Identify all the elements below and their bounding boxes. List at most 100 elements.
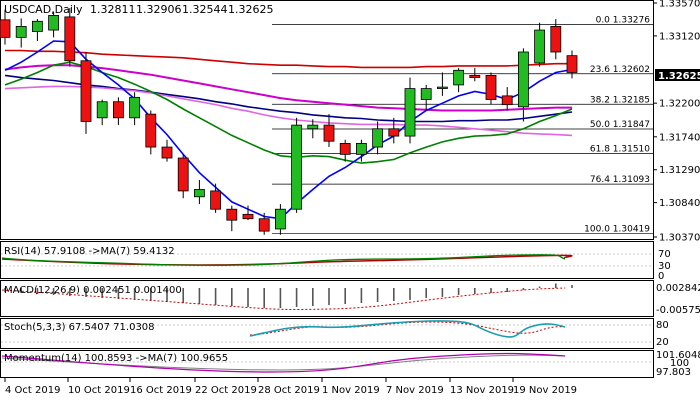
candle xyxy=(258,212,270,235)
moving-average-line xyxy=(4,74,573,123)
candle-body xyxy=(388,128,400,137)
x-tick-label: 4 Oct 2019 xyxy=(5,385,60,396)
momentum-tick-100: 100 xyxy=(670,358,689,369)
x-axis: 4 Oct 2019 10 Oct 2019 16 Oct 2019 22 Oct 2… xyxy=(4,378,577,396)
candle xyxy=(518,48,529,122)
candle-body xyxy=(193,189,205,198)
candle-body xyxy=(453,69,465,86)
candle xyxy=(388,117,400,144)
fib-level-label: 50.0 1.31847 xyxy=(590,120,650,130)
candle xyxy=(64,8,76,67)
current-price-label: 1.32625 xyxy=(655,69,700,82)
y-tick-label: 1.32200 xyxy=(659,99,700,110)
rsi-tick-70: 70 xyxy=(658,249,671,260)
candle xyxy=(291,117,303,213)
x-tick-label: 16 Oct 2019 xyxy=(130,385,192,396)
candle-body xyxy=(404,88,416,137)
y-tick-label: 1.33120 xyxy=(659,31,700,42)
y-tick-label: 1.30370 xyxy=(659,233,700,244)
candle-body xyxy=(48,15,59,31)
main-y-axis: 1.33570 1.33120 1.32200 1.31740 1.31290 1.308… xyxy=(653,0,700,244)
fib-level-label: 23.6 1.32602 xyxy=(590,65,650,75)
candle xyxy=(48,11,59,38)
momentum-panel: Momentum(14) 100.8593 ->MA(7) 100.9655 1… xyxy=(0,350,700,378)
candle xyxy=(469,68,481,82)
stoch-title: Stoch(5,3,3) 67.5407 71.0308 xyxy=(4,322,155,333)
x-tick-label: 22 Oct 2019 xyxy=(195,385,257,396)
candle xyxy=(145,110,157,155)
candle xyxy=(80,51,92,134)
stoch-signal-line xyxy=(249,321,566,336)
macd-signal-line xyxy=(1,287,566,310)
candle-body xyxy=(96,101,108,119)
y-tick-label: 1.33570 xyxy=(659,0,700,10)
candle-body xyxy=(161,146,173,159)
x-tick-label: 28 Oct 2019 xyxy=(258,385,320,396)
candle-body xyxy=(420,88,432,100)
x-tick-label: 19 Nov 2019 xyxy=(513,385,577,396)
candle-body xyxy=(355,142,367,155)
candle xyxy=(323,114,335,148)
candle xyxy=(15,18,27,48)
candle-body xyxy=(80,60,92,122)
candle-body xyxy=(0,19,11,38)
rsi-panel: RSI(14) 57.9108 ->MA(7) 59.4132 70 30 0 xyxy=(0,241,671,282)
candle-body xyxy=(518,51,529,108)
rsi-tick-0: 0 xyxy=(658,271,664,282)
candle xyxy=(436,72,448,96)
fib-level-label: 0.0 1.33276 xyxy=(596,15,651,25)
candle-body xyxy=(113,101,124,119)
candle xyxy=(32,19,43,42)
candle xyxy=(307,119,319,139)
rsi-tick-30: 30 xyxy=(658,261,671,272)
candle-body xyxy=(566,55,578,73)
candle xyxy=(534,22,545,67)
fibonacci-levels: 0.0 1.33276 23.6 1.32602 38.2 1.32185 50.0 … xyxy=(272,15,653,234)
svg-text:1.32625: 1.32625 xyxy=(658,71,700,82)
candle-body xyxy=(339,142,351,155)
candle xyxy=(372,121,384,155)
ohlc-high: 1.32906 xyxy=(136,3,182,16)
candle xyxy=(485,72,497,105)
candle-body xyxy=(291,124,303,210)
candle xyxy=(420,84,432,111)
y-tick-label: 1.31740 xyxy=(659,132,700,143)
main-panel: 0.0 1.33276 23.6 1.32602 38.2 1.32185 50.0 … xyxy=(0,0,700,244)
fib-level-label: 100.0 1.30419 xyxy=(584,224,650,234)
candle-body xyxy=(436,86,448,89)
stoch-line xyxy=(249,320,566,338)
candle-body xyxy=(372,128,384,148)
candle xyxy=(550,19,562,60)
moving-average-line xyxy=(5,49,572,69)
moving-average-line xyxy=(4,64,572,112)
candle xyxy=(355,139,367,162)
candle xyxy=(161,139,173,162)
candle xyxy=(113,97,124,126)
candle-body xyxy=(177,157,189,192)
candle-body xyxy=(274,208,286,230)
macd-tick-high: 0.002842 xyxy=(656,283,700,294)
rsi-title: RSI(14) 57.9108 ->MA(7) 59.4132 xyxy=(4,246,175,257)
x-tick-label: 13 Nov 2019 xyxy=(450,385,514,396)
x-tick-label: 1 Nov 2019 xyxy=(322,385,380,396)
rsi-line xyxy=(1,254,566,267)
ohlc-close: 1.32625 xyxy=(228,3,274,16)
macd-tick-low: -0.005755 xyxy=(656,305,700,316)
fib-level-label: 61.8 1.31510 xyxy=(590,145,650,155)
candle-body xyxy=(32,20,43,32)
candle-body xyxy=(550,25,562,53)
candle-body xyxy=(307,124,319,130)
candle xyxy=(96,99,108,126)
candle-body xyxy=(129,96,141,119)
candle xyxy=(566,50,578,79)
stoch-tick-80: 80 xyxy=(656,320,669,331)
candle xyxy=(501,87,513,111)
momentum-line xyxy=(1,352,566,373)
ohlc-open: 1.32811 xyxy=(90,3,136,16)
macd-panel: MACD(12,26,9) 0.002451 0.001400 0.002842… xyxy=(0,280,700,317)
ohlc-low: 1.32544 xyxy=(182,3,228,16)
candle-body xyxy=(242,213,254,220)
candle xyxy=(453,68,465,93)
candle xyxy=(339,139,351,162)
moving-average-line xyxy=(4,40,573,220)
